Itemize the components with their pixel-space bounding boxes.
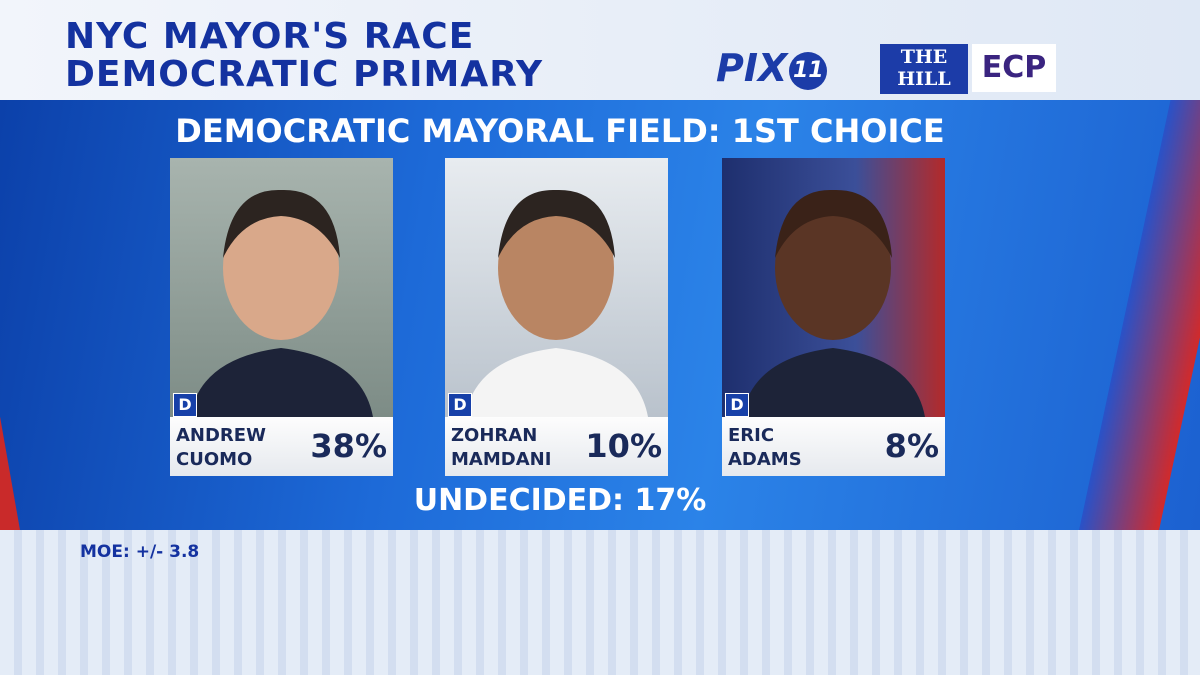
name-box: ANDREW CUOMO 38% xyxy=(170,417,393,476)
last-name: MAMDANI xyxy=(451,449,552,470)
percent: 10% xyxy=(585,427,662,465)
subtitle: DEMOCRATIC MAYORAL FIELD: 1ST CHOICE xyxy=(175,112,945,150)
candidate-card: D ZOHRAN MAMDANI 10% xyxy=(445,158,668,476)
undecided: UNDECIDED: 17% xyxy=(413,483,707,518)
title: DEMOCRATIC PRIMARY xyxy=(65,54,544,95)
candidate-photo xyxy=(445,158,668,417)
body xyxy=(742,348,925,417)
first-name: ANDREW xyxy=(176,425,266,446)
head xyxy=(223,196,339,340)
hair xyxy=(498,189,615,258)
last-name: ADAMS xyxy=(728,449,802,470)
name-box: ERIC ADAMS 8% xyxy=(722,417,945,476)
first-name: ERIC xyxy=(728,425,775,446)
photo-placeholder xyxy=(190,189,373,417)
logo-ecp: ECP xyxy=(972,44,1056,92)
candidate-card: D ERIC ADAMS 8% xyxy=(722,158,945,476)
party-badge: D xyxy=(725,393,749,417)
head xyxy=(498,196,614,340)
candidate-photo xyxy=(170,158,393,417)
candidate-photo xyxy=(722,158,945,417)
first-name: ZOHRAN xyxy=(451,425,538,446)
hair xyxy=(223,189,340,258)
photo-placeholder xyxy=(742,189,925,417)
logo-hill: THE HILL xyxy=(880,44,968,94)
name-box: ZOHRAN MAMDANI 10% xyxy=(445,417,668,476)
photo-placeholder xyxy=(465,189,648,417)
logo-number: 11 xyxy=(789,52,828,90)
candidate-card: D ANDREW CUOMO 38% xyxy=(170,158,393,476)
logo-text: HILL xyxy=(897,68,951,90)
body xyxy=(465,348,648,417)
title: NYC MAYOR'S RACE xyxy=(65,16,475,57)
logo-text: THE xyxy=(900,46,948,68)
logo-text: PIX xyxy=(716,46,788,90)
logo-pix: PIX 11 xyxy=(716,46,876,92)
party-badge: D xyxy=(173,393,197,417)
last-name: CUOMO xyxy=(176,449,253,470)
head xyxy=(775,196,891,340)
percent: 38% xyxy=(310,427,387,465)
footnote: MOE: +/- 3.8 xyxy=(80,542,200,562)
percent: 8% xyxy=(884,427,939,465)
body xyxy=(190,348,373,417)
party-badge: D xyxy=(448,393,472,417)
footer-band xyxy=(0,530,1200,675)
hair xyxy=(775,189,892,258)
